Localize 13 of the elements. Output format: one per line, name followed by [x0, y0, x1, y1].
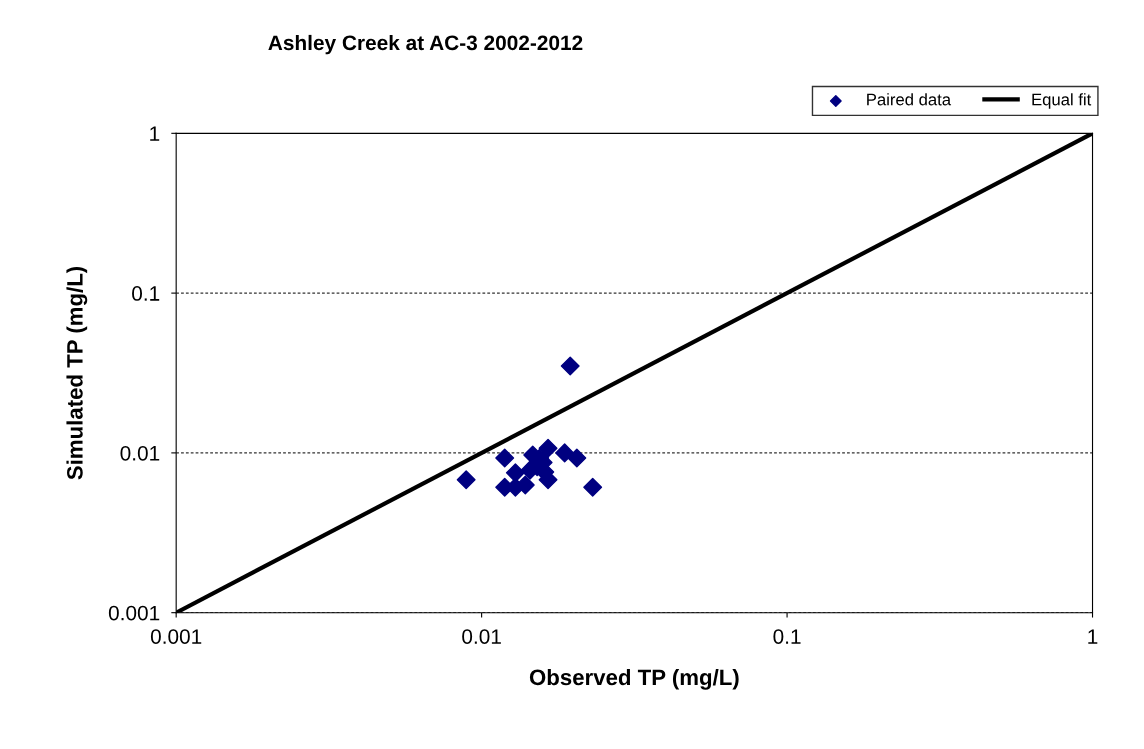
x-tick-label: 0.01 [462, 629, 501, 644]
x-axis-title: Observed TP (mg/L) [529, 668, 739, 690]
y-axis-title: Simulated TP (mg/L) [66, 266, 88, 480]
x-tick-label: 0.1 [773, 629, 801, 644]
x-tick-label: 1 [1088, 629, 1098, 644]
y-tick-label: 0.01 [120, 445, 160, 461]
x-tick-label: 0.001 [150, 629, 202, 644]
legend-label: Equal fit [1032, 93, 1092, 109]
chart-title: Ashley Creek at AC-3 2002-2012 [268, 34, 583, 55]
legend-label: Paired data [867, 93, 952, 106]
y-tick-label: 0.001 [108, 605, 160, 621]
y-tick-label: 1 [150, 126, 160, 141]
y-tick-label: 0.1 [132, 286, 160, 301]
